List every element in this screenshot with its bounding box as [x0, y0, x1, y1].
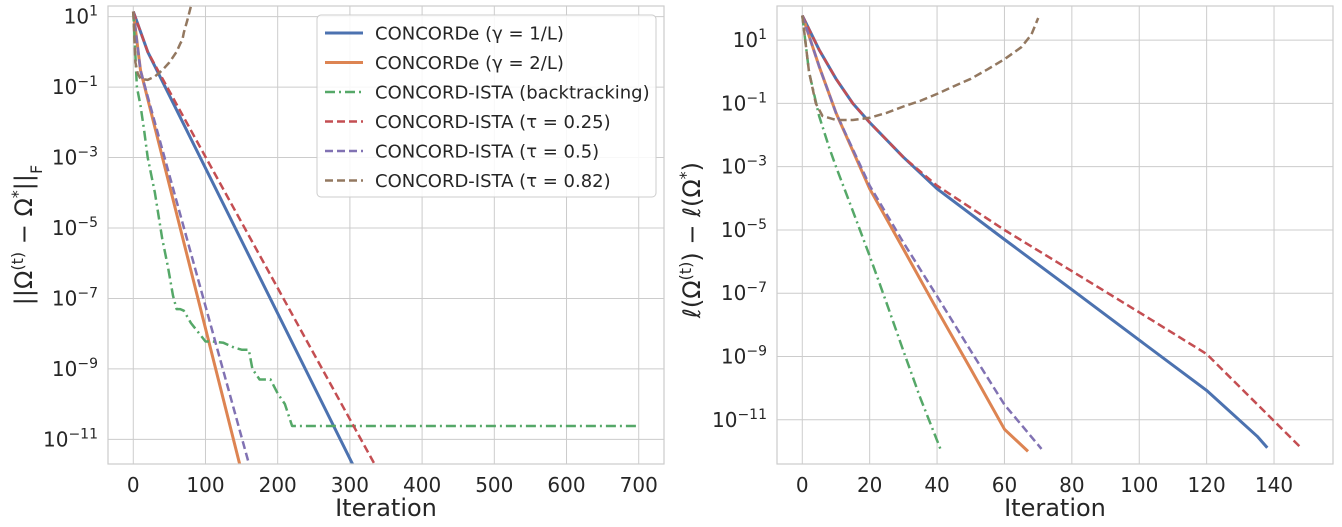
x-tick-label: 200 [259, 473, 297, 497]
legend-label: CONCORD-ISTA (τ = 0.5) [375, 142, 599, 163]
series-line-red [801, 14, 1302, 449]
series-line-blue [800, 14, 1269, 449]
x-tick-label: 500 [475, 473, 513, 497]
series-line-orange [800, 15, 1030, 453]
legend-label: CONCORD-ISTA (τ = 0.25) [375, 112, 611, 133]
legend-label: CONCORDe (γ = 1/L) [375, 24, 564, 45]
x-tick-label: 600 [547, 473, 585, 497]
x-tick-label: 80 [1059, 473, 1084, 497]
y-tick-label: 101 [733, 27, 767, 52]
y-tick-label: 10−7 [52, 285, 98, 310]
x-tick-label: 20 [857, 473, 882, 497]
y-tick-label: 10−11 [43, 426, 98, 451]
y-tick-label: 101 [64, 4, 98, 29]
legend-label: CONCORDe (γ = 2/L) [375, 53, 564, 74]
x-tick-label: 400 [403, 473, 441, 497]
x-tick-label: 700 [620, 473, 658, 497]
y-axis-label-right: ℓ(Ω(t)) − ℓ(Ω*) [676, 162, 707, 319]
y-tick-label: 10−7 [721, 280, 767, 305]
x-tick-label: 40 [924, 473, 949, 497]
series-line-green [132, 11, 639, 428]
y-tick-label: 10−11 [712, 407, 767, 432]
legend-label: CONCORD-ISTA (τ = 0.82) [375, 171, 611, 192]
series-line-brown [132, 6, 193, 82]
series-line-purple [132, 11, 251, 464]
y-axis-label-left: ||Ω(t) − Ω*||F [8, 165, 46, 305]
y-tick-label: 10−3 [721, 154, 767, 179]
x-tick-label: 60 [992, 473, 1017, 497]
x-tick-label: 100 [1120, 473, 1158, 497]
x-axis-label: Iteration [335, 494, 437, 522]
legend: CONCORDe (γ = 1/L) CONCORDe (γ = 2/L) CONC… [316, 14, 657, 198]
x-tick-label: 300 [331, 473, 369, 497]
x-tick-label: 100 [186, 473, 224, 497]
y-tick-label: 10−9 [52, 356, 98, 381]
x-axis-label: Iteration [1004, 494, 1106, 522]
x-tick-label: 0 [127, 473, 140, 497]
x-tick-label: 0 [796, 473, 809, 497]
x-tick-label: 140 [1255, 473, 1293, 497]
y-tick-label: 10−1 [52, 74, 98, 99]
right-plot: 0 20 40 60 80 100 120 140 101 10−1 10−3 10−5 10−7 10… [676, 5, 1334, 522]
y-tick-label: 10−5 [52, 215, 98, 240]
left-plot: 0 100 200 300 400 500 600 700 101 10−1 10−3 10−5 10… [8, 4, 665, 522]
y-tick-label: 10−9 [721, 344, 767, 369]
x-tick-label: 120 [1188, 473, 1226, 497]
series-line-brown [801, 15, 1040, 122]
y-tick-label: 10−3 [52, 145, 98, 170]
y-tick-label: 10−5 [721, 217, 767, 242]
legend-label: CONCORD-ISTA (backtracking) [375, 83, 650, 104]
y-tick-label: 10−1 [721, 90, 767, 115]
series-line-red [132, 11, 376, 464]
